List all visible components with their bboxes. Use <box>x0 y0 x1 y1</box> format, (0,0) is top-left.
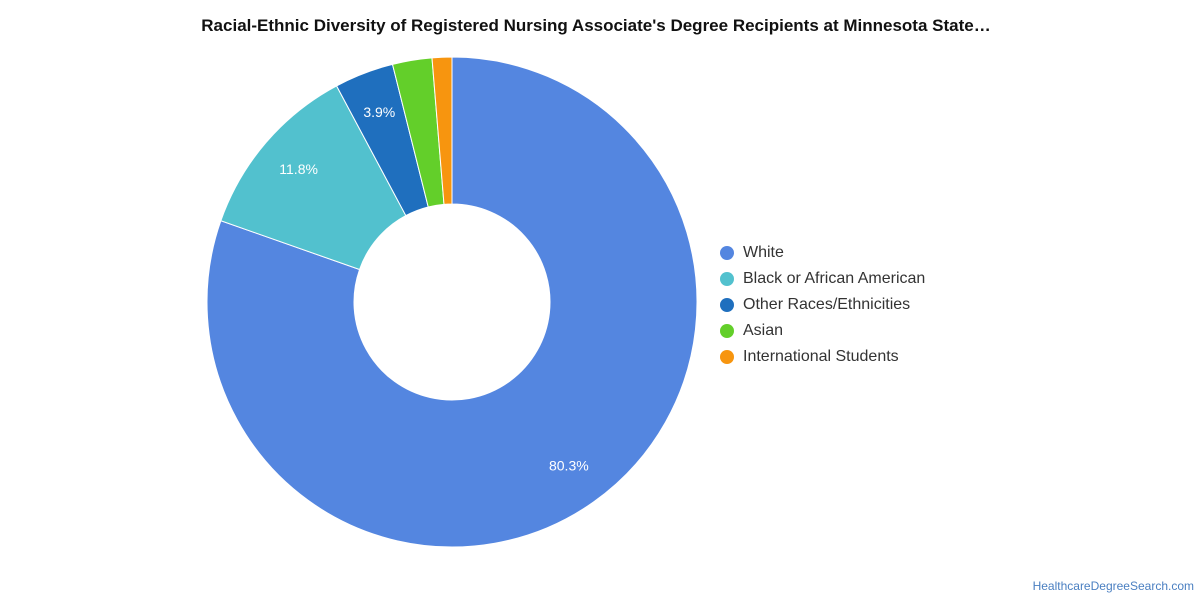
chart-title: Racial-Ethnic Diversity of Registered Nu… <box>201 16 991 35</box>
legend-swatch <box>720 324 734 338</box>
donut-slice-international-students[interactable] <box>431 56 453 205</box>
data-label: 80.3% <box>549 458 589 474</box>
legend-swatch <box>720 298 734 312</box>
legend-item-asian[interactable]: Asian <box>720 318 925 344</box>
legend-item-black-or-african-american[interactable]: Black or African American <box>720 266 925 292</box>
legend-label: Asian <box>743 322 784 339</box>
legend-label: Other Races/Ethnicities <box>743 296 911 313</box>
legend-label: International Students <box>743 348 899 365</box>
data-label: 11.8% <box>279 161 318 177</box>
donut-slice-white[interactable] <box>206 56 698 548</box>
legend-swatch <box>720 350 734 364</box>
legend-item-other-races[interactable]: Other Races/Ethnicities <box>720 292 925 318</box>
legend-label: Black or African American <box>743 270 926 287</box>
source-link[interactable]: HealthcareDegreeSearch.com <box>1032 579 1194 593</box>
legend-swatch <box>720 246 734 260</box>
data-label: 3.9% <box>363 104 395 120</box>
legend-label: White <box>743 244 784 261</box>
legend: White Black or African American Other Ra… <box>720 240 925 370</box>
legend-item-white[interactable]: White <box>720 240 925 266</box>
legend-swatch <box>720 272 734 286</box>
donut-slice-black-or-african-american[interactable] <box>220 85 407 271</box>
legend-item-international-students[interactable]: International Students <box>720 344 925 370</box>
